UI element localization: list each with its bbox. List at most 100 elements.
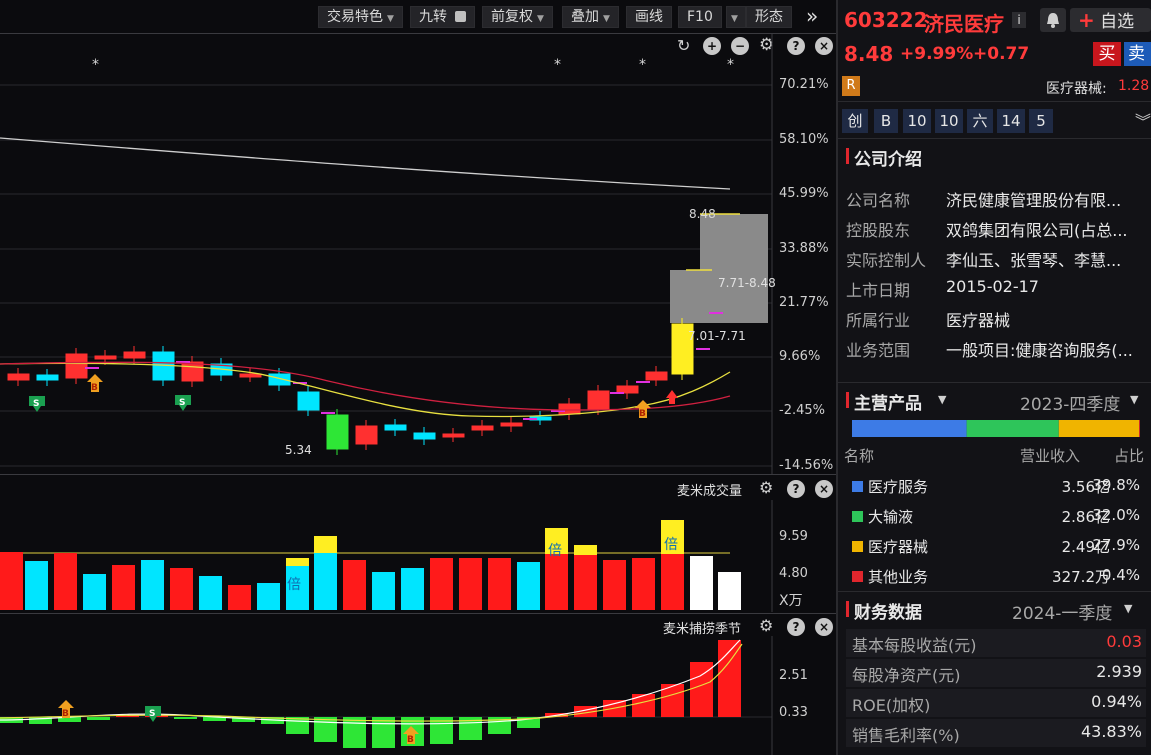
products-col-name: 名称 (844, 447, 875, 465)
volume-bar (517, 562, 540, 610)
caret-down-icon[interactable]: ▼ (1124, 602, 1133, 615)
restore-label: 前复权 (491, 9, 533, 25)
tag-10b[interactable]: 10 (935, 109, 963, 133)
section-accent-bar (846, 392, 849, 408)
buy-button[interactable]: 买 (1093, 42, 1121, 66)
candle-body (616, 385, 639, 394)
gear-icon[interactable]: ⚙ (759, 35, 775, 55)
candle-body (326, 414, 349, 450)
share-bar-segment (1058, 420, 1140, 437)
product-color-swatch (852, 571, 863, 582)
indicator-chart[interactable]: B B S (0, 636, 836, 755)
tag-10a[interactable]: 10 (903, 109, 931, 133)
range-label-upper: 7.71-8.48 (718, 276, 776, 290)
gear-icon[interactable]: ⚙ (759, 616, 774, 635)
sell-button[interactable]: 卖 (1124, 42, 1151, 66)
price-high-label: 8.48 (689, 207, 716, 221)
tag-six[interactable]: 六 (967, 109, 993, 133)
volume-bar (343, 560, 366, 610)
add-favorite-button[interactable]: + 自选 (1070, 8, 1151, 32)
add-favorite-label: 自选 (1100, 12, 1135, 32)
company-row-key: 控股股东 (846, 221, 911, 240)
pattern-button[interactable]: 形态 (746, 6, 792, 28)
f10-button[interactable]: F10 (678, 6, 722, 28)
gear-icon[interactable]: ⚙ (759, 478, 774, 497)
finance-row-key: 每股净资产(元) (852, 666, 961, 685)
company-row-value: 双鸽集团有限公司(占总... (946, 221, 1128, 240)
y-axis-label: 58.10% (779, 132, 829, 147)
finance-row-value: 0.03 (1106, 632, 1142, 651)
draw-line-button[interactable]: 画线 (626, 6, 672, 28)
share-bar-segment (966, 420, 1059, 437)
zoom-in-icon[interactable]: + (703, 37, 721, 55)
resistance-box-lower (670, 270, 768, 323)
company-row: 实际控制人 李仙玉、张雪琴、李慧... (838, 243, 1151, 273)
indicator-bar (314, 717, 337, 742)
stock-name: 济民医疗 (924, 12, 1004, 36)
restore-button[interactable]: 前复权 ▼ (482, 6, 553, 28)
info-icon[interactable]: i (1012, 12, 1026, 28)
indicator-bar (517, 717, 540, 728)
company-row-key: 上市日期 (846, 281, 911, 300)
tag-5[interactable]: 5 (1029, 109, 1053, 133)
candle-body (671, 323, 694, 375)
r-badge: R (842, 76, 860, 96)
help-icon[interactable]: ? (787, 618, 805, 636)
finance-row-value: 43.83% (1080, 722, 1142, 741)
indicator-bar (29, 717, 52, 724)
trading-features-button[interactable]: 交易特色 ▼ (318, 6, 403, 28)
y-axis-label: 9.66% (779, 349, 821, 364)
candle-body (297, 391, 320, 411)
industry-label[interactable]: 医疗器械: (1046, 81, 1107, 97)
finance-period-select[interactable]: 2024-一季度 (1012, 604, 1113, 624)
f10-label: F10 (687, 9, 713, 25)
volume-chart[interactable]: 倍 倍 倍 (0, 500, 836, 612)
y-axis-label: 33.88% (779, 241, 829, 256)
close-icon[interactable]: × (815, 618, 833, 636)
nine-turn-button[interactable]: 九转 (410, 6, 476, 28)
y-axis-label: 45.99% (779, 186, 829, 201)
candle-body (471, 425, 494, 431)
refresh-icon[interactable]: ↻ (677, 36, 691, 55)
candle-body (36, 374, 59, 381)
y-axis-label: 2.51 (779, 668, 808, 683)
finance-row-key: 基本每股收益(元) (852, 636, 977, 655)
chart-area[interactable]: 交易特色 ▼ 九转 前复权 ▼ 叠加 ▼ 画线 F10 ▼ 形态 » ↻ + − ⚙ … (0, 0, 836, 755)
bei-label: 倍 (548, 543, 562, 559)
products-share-bar (852, 420, 1140, 437)
overlay-button[interactable]: 叠加 ▼ (562, 6, 619, 28)
finance-row: 销售毛利率(%) 43.83% (846, 719, 1146, 747)
lock-icon (455, 11, 467, 22)
product-ratio: 39.8% (1092, 476, 1140, 494)
candle-body (587, 390, 610, 410)
section-accent-bar (846, 148, 849, 164)
y-axis-label: -2.45% (779, 403, 825, 418)
f10-dropdown-button[interactable]: ▼ (726, 6, 746, 28)
company-row-key: 所属行业 (846, 311, 911, 330)
caret-down-icon[interactable]: ▼ (938, 393, 947, 406)
indicator-bar (58, 717, 81, 722)
tag-chuang[interactable]: 创 (842, 109, 868, 133)
caret-down-icon[interactable]: ▼ (1130, 393, 1139, 406)
kline-chart[interactable]: * * * * B B S S 8.48 7.71-8.48 7.01-7.71… (0, 34, 836, 474)
caret-down-icon: ▼ (537, 14, 544, 24)
zoom-out-icon[interactable]: − (731, 37, 749, 55)
sell-signal-marker: S (29, 396, 45, 412)
expand-double-chevron-icon[interactable]: » (806, 4, 819, 28)
volume-bar (372, 572, 395, 610)
chevron-down-icon[interactable]: ︾ (1135, 112, 1151, 131)
company-row-value: 医疗器械 (946, 311, 1011, 330)
y-axis-unit-label: X万 (779, 593, 803, 609)
help-icon[interactable]: ? (787, 37, 805, 55)
products-period-select[interactable]: 2023-四季度 (1020, 395, 1121, 415)
candle-body (94, 355, 117, 360)
bei-label: 倍 (287, 577, 301, 593)
bell-button[interactable] (1040, 8, 1066, 32)
tag-b[interactable]: B (874, 109, 898, 133)
help-icon[interactable]: ? (787, 480, 805, 498)
close-icon[interactable]: × (815, 37, 833, 55)
buy-signal-label: B (91, 383, 98, 393)
tag-14[interactable]: 14 (997, 109, 1025, 133)
volume-bar (141, 560, 164, 610)
close-icon[interactable]: × (815, 480, 833, 498)
